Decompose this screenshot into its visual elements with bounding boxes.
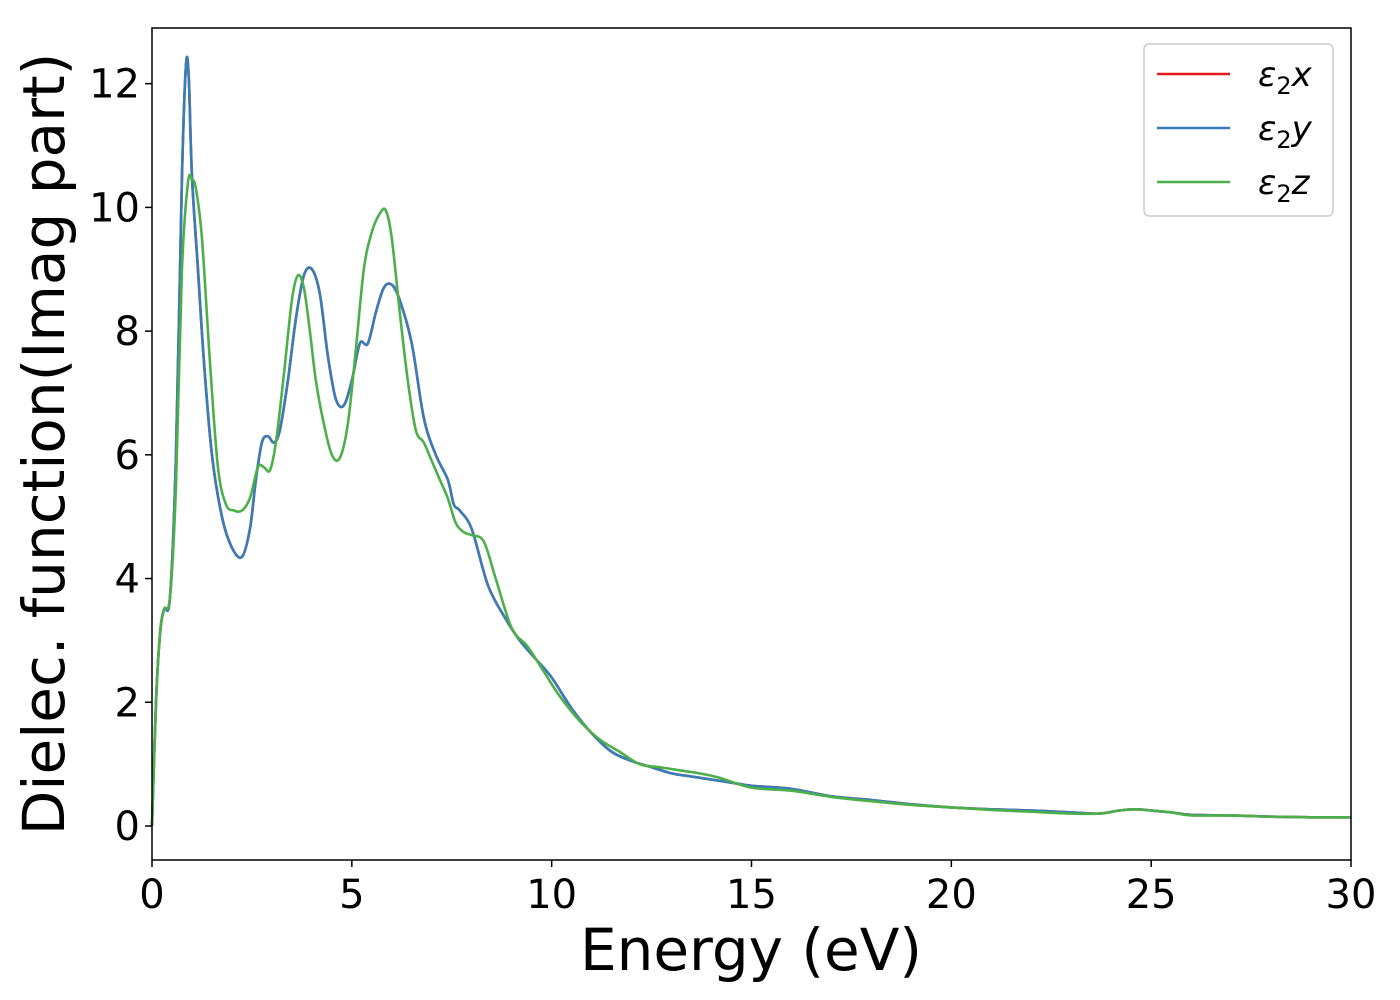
y-axis: 0 2 4 6 8 10 12 bbox=[89, 62, 152, 850]
y-tick-label: 6 bbox=[115, 433, 140, 479]
y-tick-label: 12 bbox=[89, 62, 140, 108]
legend-items: ε2x ε2y ε2z bbox=[1157, 55, 1313, 208]
x-tick-label: 30 bbox=[1326, 872, 1377, 918]
y-tick-label: 2 bbox=[115, 680, 140, 726]
series-layer bbox=[150, 55, 1352, 827]
legend-label-3: ε2z bbox=[1258, 163, 1311, 208]
legend-box bbox=[1143, 43, 1334, 217]
y-tick-label: 8 bbox=[115, 309, 140, 355]
series-line-3 bbox=[150, 173, 1352, 827]
legend: ε2x ε2y ε2z bbox=[1143, 43, 1334, 217]
x-tick-label: 20 bbox=[926, 872, 977, 918]
x-tick-label: 15 bbox=[726, 872, 777, 918]
x-tick-label: 10 bbox=[526, 872, 577, 918]
y-tick-label: 4 bbox=[115, 557, 140, 603]
y-tick-label: 10 bbox=[89, 185, 140, 231]
x-tick-label: 25 bbox=[1126, 872, 1177, 918]
y-tick-label: 0 bbox=[115, 804, 140, 850]
legend-label-1: ε2x bbox=[1258, 55, 1313, 100]
x-tick-label: 5 bbox=[339, 872, 364, 918]
x-tick-label: 0 bbox=[139, 872, 164, 918]
legend-label-2: ε2y bbox=[1258, 109, 1313, 154]
x-axis: 0 5 10 15 20 25 30 bbox=[139, 860, 1376, 918]
x-axis-label: Energy (eV) bbox=[580, 916, 922, 984]
y-axis-label: Dielec. function(Imag part) bbox=[10, 53, 78, 836]
